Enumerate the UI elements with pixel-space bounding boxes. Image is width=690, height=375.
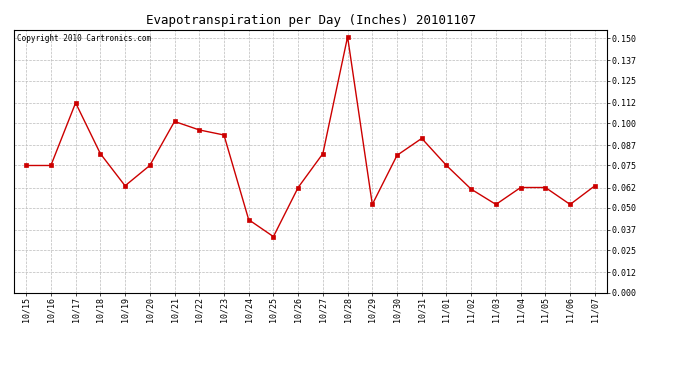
Text: Copyright 2010 Cartronics.com: Copyright 2010 Cartronics.com bbox=[17, 34, 151, 43]
Title: Evapotranspiration per Day (Inches) 20101107: Evapotranspiration per Day (Inches) 2010… bbox=[146, 15, 475, 27]
